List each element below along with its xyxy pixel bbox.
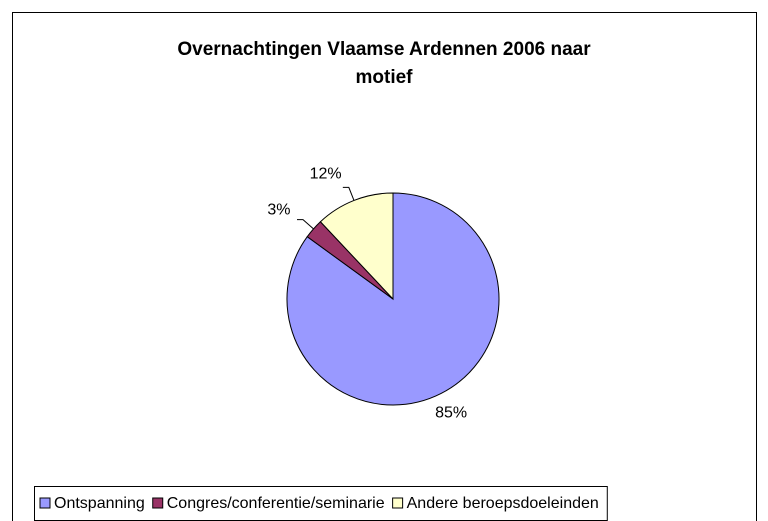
chart-title: Overnachtingen Vlaamse Ardennen 2006 naa… (177, 39, 591, 88)
data-label: 3% (267, 202, 290, 219)
legend-label: Ontspanning (54, 495, 145, 512)
legend-swatch (152, 497, 164, 509)
leader-line (296, 219, 314, 230)
leader-line (342, 186, 355, 201)
data-label: 12% (310, 166, 342, 183)
legend-label: Congres/conferentie/seminarie (167, 495, 385, 512)
legend-swatch (39, 497, 51, 509)
legend-label: Andere beroepsdoeleinden (407, 495, 599, 512)
legend: Ontspanning Congres/conferentie/seminarie… (34, 486, 608, 521)
legend-swatch (392, 497, 404, 509)
data-label: 85% (435, 404, 467, 421)
